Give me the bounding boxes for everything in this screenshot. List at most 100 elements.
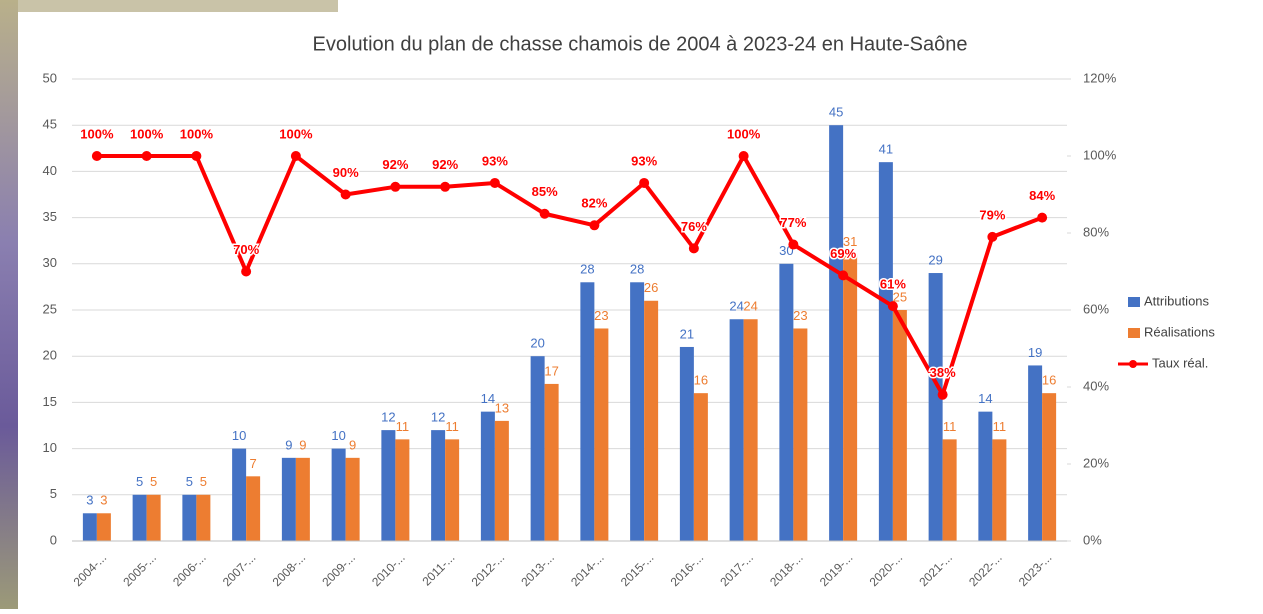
bar-value-label: 11 [943,419,957,434]
bar-value-label: 3 [86,493,93,508]
bar [495,421,509,541]
bar [978,412,992,541]
y2-tick-label: 0% [1083,532,1102,547]
line-value-label: 100% [279,126,313,141]
bar-value-label: 5 [150,474,157,489]
bar [282,458,296,541]
line-value-label: 100% [130,126,164,141]
bar [431,430,445,541]
bar [594,328,608,541]
bar [346,458,360,541]
y-tick-label: 30 [43,255,57,270]
bar-value-label: 14 [481,391,495,406]
line-value-label: 90% [333,165,359,180]
line-marker [341,190,351,200]
chart-title: Evolution du plan de chasse chamois de 2… [313,33,968,55]
x-tick-label: 2004-... [71,550,110,589]
y2-tick-label: 40% [1083,378,1109,393]
y-tick-label: 25 [43,301,57,316]
x-tick-label: 2017-... [717,550,756,589]
bar-value-label: 5 [200,474,207,489]
y-tick-label: 20 [43,348,57,363]
bar [580,282,594,541]
bar-value-label: 24 [743,299,757,314]
x-tick-label: 2015-... [618,550,657,589]
y-tick-label: 10 [43,440,57,455]
legend-label: Taux réal. [1152,355,1208,370]
bar-value-label: 9 [349,437,356,452]
bar [943,439,957,541]
y-tick-label: 35 [43,209,57,224]
line-value-label: 84% [1029,188,1055,203]
line-value-label: 93% [631,153,657,168]
legend-label: Réalisations [1144,324,1215,339]
x-tick-label: 2005-... [120,550,159,589]
line-marker [1037,213,1047,223]
line-value-label: 69% [830,246,856,261]
y2-tick-label: 80% [1083,224,1109,239]
line-marker [92,151,102,161]
line-marker [888,301,898,311]
bar-value-label: 23 [793,308,807,323]
legend-swatch [1129,360,1137,368]
bar [730,319,744,541]
line-value-label: 100% [80,126,114,141]
line-value-label: 92% [432,157,458,172]
bar [232,449,246,541]
chart: Evolution du plan de chasse chamois de 2… [0,0,1263,609]
bar [296,458,310,541]
bar-value-label: 11 [396,419,410,434]
bar [83,513,97,541]
bar-value-label: 5 [186,474,193,489]
bar [1028,365,1042,541]
bar-value-label: 12 [381,410,395,425]
legend-swatch [1128,297,1140,307]
line-marker [390,182,400,192]
line-marker [639,178,649,188]
x-tick-label: 2012-... [469,550,508,589]
bar [893,310,907,541]
bar-value-label: 17 [544,363,558,378]
x-tick-label: 2022-... [966,550,1005,589]
line-marker [739,151,749,161]
background-photo-strip [18,0,338,12]
bar [133,495,147,541]
bar-value-label: 16 [694,373,708,388]
x-tick-label: 2008-... [270,550,309,589]
line-marker [987,232,997,242]
bar [332,449,346,541]
bar-value-label: 21 [680,326,694,341]
line-value-label: 100% [180,126,214,141]
bar [992,439,1006,541]
bar-value-label: 20 [530,336,544,351]
bar [879,162,893,541]
bar [182,495,196,541]
line-value-label: 77% [780,215,806,230]
y-tick-label: 40 [43,163,57,178]
line-marker [291,151,301,161]
bar-value-label: 10 [331,428,345,443]
bar [97,513,111,541]
bar-value-label: 28 [580,262,594,277]
line-marker [241,267,251,277]
line-marker [589,220,599,230]
bar [829,125,843,541]
bar-value-label: 9 [285,437,292,452]
bar-value-label: 26 [644,280,658,295]
bar [531,356,545,541]
line-marker [938,390,948,400]
bar [395,439,409,541]
bar [779,264,793,541]
bar-value-label: 11 [993,419,1007,434]
line-value-label: 82% [581,196,607,211]
bar [1042,393,1056,541]
bar [644,301,658,541]
x-tick-label: 2010-... [369,550,408,589]
line-marker [540,209,550,219]
bar [680,347,694,541]
y-tick-label: 50 [43,70,57,85]
y-tick-label: 15 [43,394,57,409]
bar [744,319,758,541]
line-marker [689,243,699,253]
bar-value-label: 41 [879,142,893,157]
